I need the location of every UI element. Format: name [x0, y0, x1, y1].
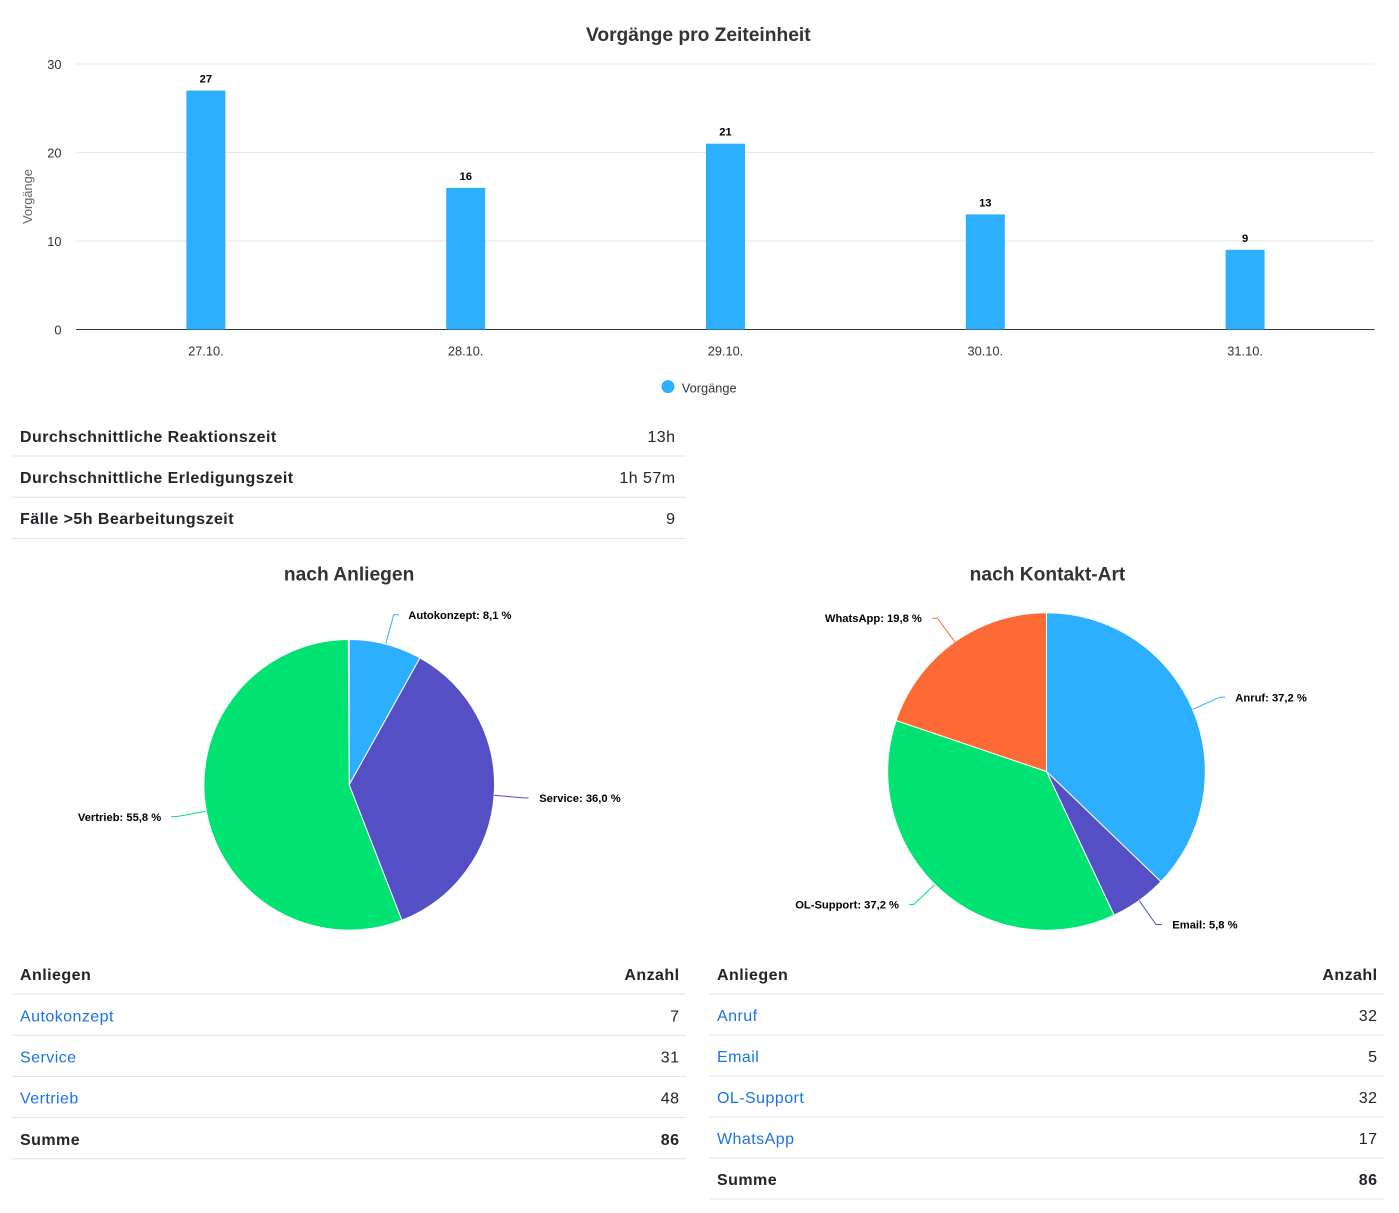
svg-text:0: 0 [54, 322, 61, 337]
svg-text:OL-Support: OL-Support [717, 1090, 804, 1107]
svg-text:Vorgänge: Vorgänge [682, 381, 737, 396]
svg-text:nach Anliegen: nach Anliegen [284, 565, 414, 586]
svg-text:10: 10 [47, 234, 61, 249]
svg-text:Vertrieb: 55,8 %: Vertrieb: 55,8 % [78, 812, 161, 824]
svg-text:Anruf: 37,2 %: Anruf: 37,2 % [1235, 692, 1307, 704]
svg-text:13: 13 [979, 197, 991, 209]
svg-text:Summe: Summe [20, 1132, 80, 1149]
svg-text:48: 48 [661, 1091, 680, 1108]
svg-text:Vorgänge pro Zeiteinheit: Vorgänge pro Zeiteinheit [586, 25, 811, 46]
svg-text:Autokonzept: Autokonzept [20, 1008, 114, 1025]
svg-text:WhatsApp: WhatsApp [717, 1131, 794, 1148]
svg-text:Durchschnittliche Erledigungsz: Durchschnittliche Erledigungszeit [20, 470, 294, 487]
svg-text:Durchschnittliche Reaktionszei: Durchschnittliche Reaktionszeit [20, 429, 277, 446]
svg-text:9: 9 [666, 511, 675, 528]
svg-text:27.10.: 27.10. [188, 343, 224, 358]
svg-text:Email: Email [717, 1049, 759, 1066]
svg-text:Anzahl: Anzahl [1322, 967, 1377, 984]
svg-text:27: 27 [200, 74, 212, 86]
svg-text:31.10.: 31.10. [1227, 343, 1263, 358]
svg-text:5: 5 [1368, 1049, 1377, 1066]
svg-text:Vorgänge: Vorgänge [20, 169, 35, 224]
svg-text:28.10.: 28.10. [448, 343, 484, 358]
svg-text:1h 57m: 1h 57m [619, 470, 675, 487]
svg-text:nach Kontakt-Art: nach Kontakt-Art [970, 565, 1126, 586]
svg-text:17: 17 [1359, 1131, 1378, 1148]
svg-text:Anliegen: Anliegen [717, 967, 788, 984]
svg-text:Anzahl: Anzahl [624, 967, 679, 984]
svg-text:Autokonzept: 8,1 %: Autokonzept: 8,1 % [408, 610, 511, 622]
svg-text:30.10.: 30.10. [968, 343, 1004, 358]
svg-text:29.10.: 29.10. [708, 343, 744, 358]
svg-text:30: 30 [47, 57, 61, 72]
svg-text:Service: Service [20, 1050, 77, 1067]
svg-text:86: 86 [1359, 1172, 1378, 1189]
svg-text:Email: 5,8 %: Email: 5,8 % [1172, 920, 1237, 932]
svg-text:Fälle >5h Bearbeitungszeit: Fälle >5h Bearbeitungszeit [20, 511, 234, 528]
svg-text:Vertrieb: Vertrieb [20, 1091, 79, 1108]
svg-text:16: 16 [459, 171, 471, 183]
svg-text:21: 21 [719, 127, 731, 139]
svg-text:20: 20 [47, 145, 61, 160]
svg-text:Anruf: Anruf [717, 1008, 758, 1025]
svg-text:86: 86 [661, 1132, 680, 1149]
svg-text:Summe: Summe [717, 1172, 777, 1189]
svg-text:Service: 36,0 %: Service: 36,0 % [539, 793, 621, 805]
svg-text:32: 32 [1359, 1008, 1378, 1025]
svg-text:9: 9 [1242, 233, 1248, 245]
svg-text:WhatsApp: 19,8 %: WhatsApp: 19,8 % [825, 613, 922, 625]
svg-text:OL-Support: 37,2 %: OL-Support: 37,2 % [795, 900, 899, 912]
svg-text:7: 7 [670, 1008, 679, 1025]
svg-text:13h: 13h [647, 429, 675, 446]
svg-text:Anliegen: Anliegen [20, 967, 91, 984]
svg-text:31: 31 [661, 1050, 680, 1067]
svg-text:32: 32 [1359, 1090, 1378, 1107]
